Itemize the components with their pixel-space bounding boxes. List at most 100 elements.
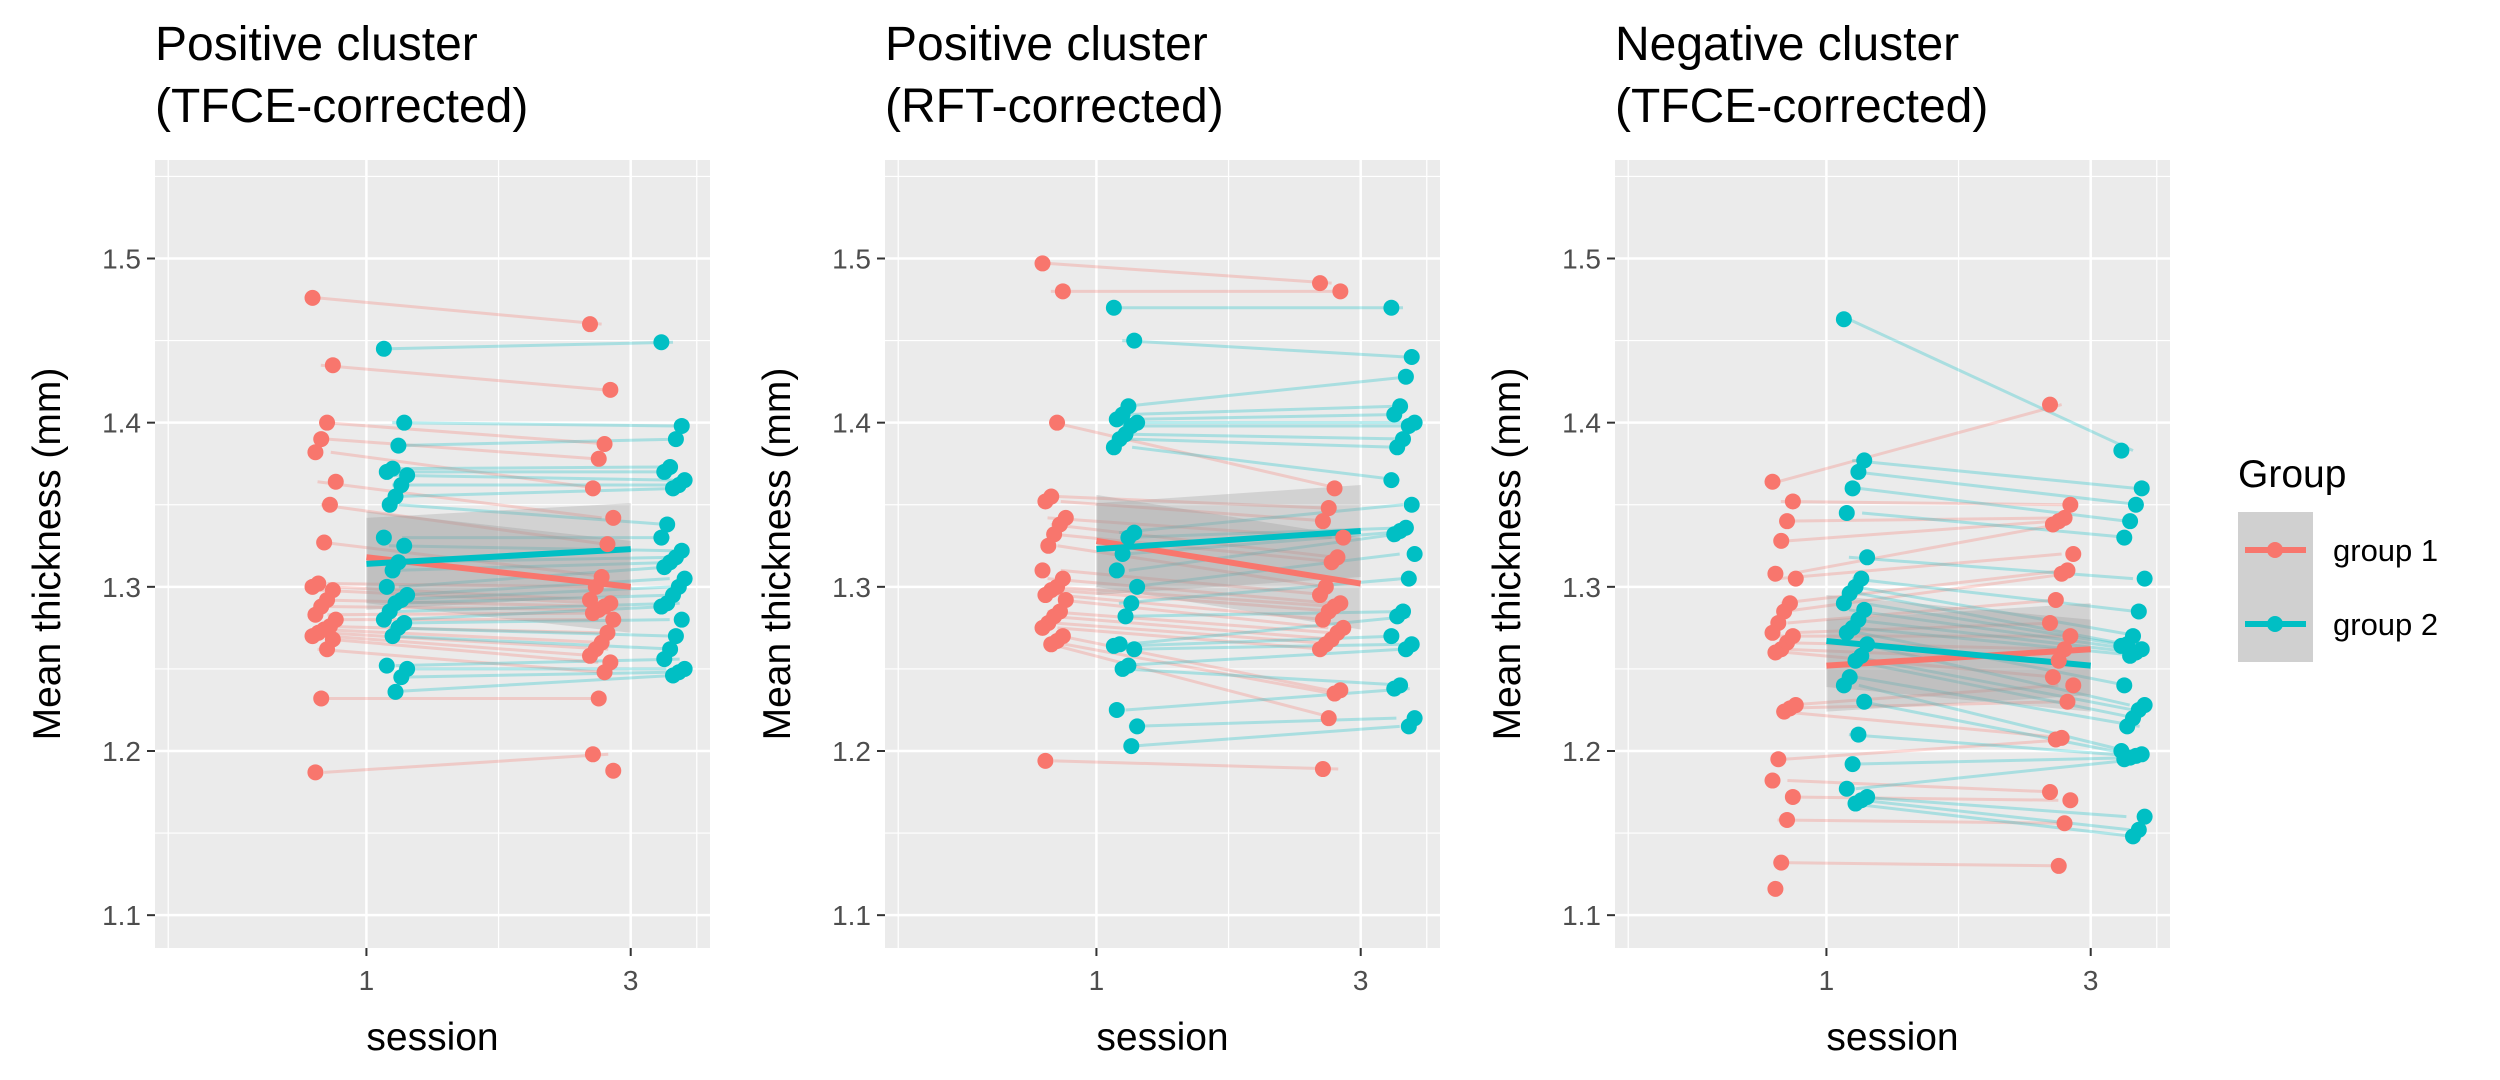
point-group-1-session-3 (2042, 784, 2059, 801)
point-group-1-session-3 (2050, 857, 2067, 874)
point-group-2-session-3 (2133, 480, 2150, 497)
subject-line (1132, 642, 1400, 651)
point-group-1-session-1 (1034, 619, 1051, 636)
point-group-1-session-1 (324, 357, 341, 374)
point-group-2-session-3 (2125, 828, 2141, 845)
point-group-1-session-1 (1049, 414, 1066, 431)
subject-line (398, 503, 667, 526)
subject-line (1861, 511, 2130, 540)
subject-line (402, 577, 670, 597)
point-group-1-session-3 (2053, 565, 2070, 582)
point-group-1-session-1 (1773, 532, 1790, 549)
point-group-2-session-3 (656, 463, 673, 480)
point-group-2-session-3 (653, 598, 670, 615)
point-group-1-session-3 (1314, 513, 1331, 530)
subject-line (395, 601, 680, 613)
subject-line (398, 465, 667, 471)
point-group-2-session-3 (2127, 496, 2144, 513)
subject-line (1057, 626, 1326, 651)
point-group-2-session-1 (1859, 549, 1876, 566)
point-group-2-session-1 (1126, 641, 1143, 658)
point-group-2-session-3 (1403, 349, 1420, 365)
point-group-1-session-3 (1312, 641, 1329, 658)
subject-line (388, 673, 674, 694)
point-group-1-session-1 (1764, 624, 1781, 641)
point-group-2-session-1 (1847, 652, 1864, 669)
point-group-2-session-1 (384, 562, 401, 579)
x-axis-label: session (366, 1016, 498, 1059)
legend-label-group-1: group 1 (2333, 533, 2438, 568)
legend-key-point-group-2 (2267, 616, 2283, 632)
point-group-1-session-1 (1037, 587, 1054, 604)
subject-line (1777, 700, 2062, 710)
point-group-1-session-1 (1779, 811, 1796, 828)
point-group-2-session-1 (1108, 562, 1125, 579)
point-group-2-session-1 (390, 437, 407, 454)
x-tick-label: 3 (623, 965, 639, 996)
subject-line (1787, 598, 2056, 625)
subject-line (1790, 621, 2059, 635)
point-group-1-session-3 (1320, 500, 1337, 517)
subject-line (317, 647, 602, 674)
point-group-2-session-1 (1838, 624, 1855, 641)
subject-line (1855, 675, 2140, 728)
subject-line (317, 296, 602, 326)
panel-2: 1.1 1.2 1.3 1.4 1.5 1 3 Positive cluster (RFT-co… (756, 18, 1440, 1059)
panel-title-line-1: Positive cluster (885, 18, 1208, 71)
subject-line (1848, 802, 2134, 838)
point-group-2-session-3 (667, 628, 684, 645)
subject-line (395, 560, 680, 572)
subject-line (324, 421, 609, 446)
point-group-1-session-3 (2062, 792, 2079, 809)
point-group-1-session-1 (307, 764, 324, 781)
subject-line (1787, 779, 2056, 794)
point-group-1-session-3 (1326, 480, 1343, 497)
point-group-2-session-3 (1383, 299, 1400, 316)
subject-line (320, 363, 606, 392)
point-group-1-session-1 (1764, 473, 1781, 490)
legend-title: Group (2238, 453, 2346, 496)
subject-line (1777, 403, 2063, 484)
subject-line (1128, 716, 1397, 728)
y-tick-label: 1.2 (832, 736, 871, 767)
point-group-1-session-3 (605, 762, 622, 779)
point-group-1-session-3 (2062, 496, 2079, 513)
y-tick-label: 1.1 (832, 900, 871, 931)
x-tick-label: 1 (1089, 965, 1105, 996)
panel-title-line-2: (RFT-corrected) (885, 80, 1224, 133)
point-group-1-session-1 (327, 473, 344, 490)
point-group-2-session-3 (1386, 680, 1403, 697)
subject-line (1784, 738, 2069, 761)
subject-line (1054, 588, 1339, 613)
point-group-2-session-1 (1844, 480, 1861, 497)
subject-line (1128, 404, 1397, 416)
subject-line (1790, 683, 2059, 707)
fit-line-group-2 (1096, 528, 1361, 553)
subject-line (1054, 759, 1339, 771)
y-tick-label: 1.4 (832, 408, 871, 439)
point-group-1-session-3 (2059, 693, 2076, 710)
subject-line (327, 582, 596, 589)
point-group-2-session-3 (2113, 442, 2130, 459)
point-group-1-session-3 (2044, 516, 2061, 533)
point-group-1-session-3 (596, 664, 613, 681)
subject-line (1777, 552, 2062, 581)
subject-line (1855, 757, 2140, 791)
subject-line (1858, 486, 2127, 523)
fit-line-group-2 (366, 546, 631, 567)
point-group-2-session-3 (2122, 647, 2139, 664)
point-group-1-session-1 (316, 534, 333, 551)
point-group-2-session-1 (1850, 726, 1867, 743)
point-group-2-session-1 (396, 414, 413, 431)
point-group-2-session-1 (378, 578, 395, 595)
x-tick-label: 1 (359, 965, 375, 996)
subject-line (1047, 609, 1332, 635)
point-group-1-session-3 (1323, 554, 1340, 571)
point-group-1-session-3 (1314, 611, 1331, 628)
point-group-1-session-3 (2047, 731, 2064, 748)
point-group-2-session-3 (1386, 406, 1403, 423)
panel-title-line-1: Positive cluster (155, 18, 478, 71)
subject-line (1060, 568, 1329, 597)
panel-3: 1.1 1.2 1.3 1.4 1.5 1 3 Negative cluster (TFCE-c… (1486, 18, 2170, 1059)
point-group-2-session-1 (1123, 595, 1140, 612)
